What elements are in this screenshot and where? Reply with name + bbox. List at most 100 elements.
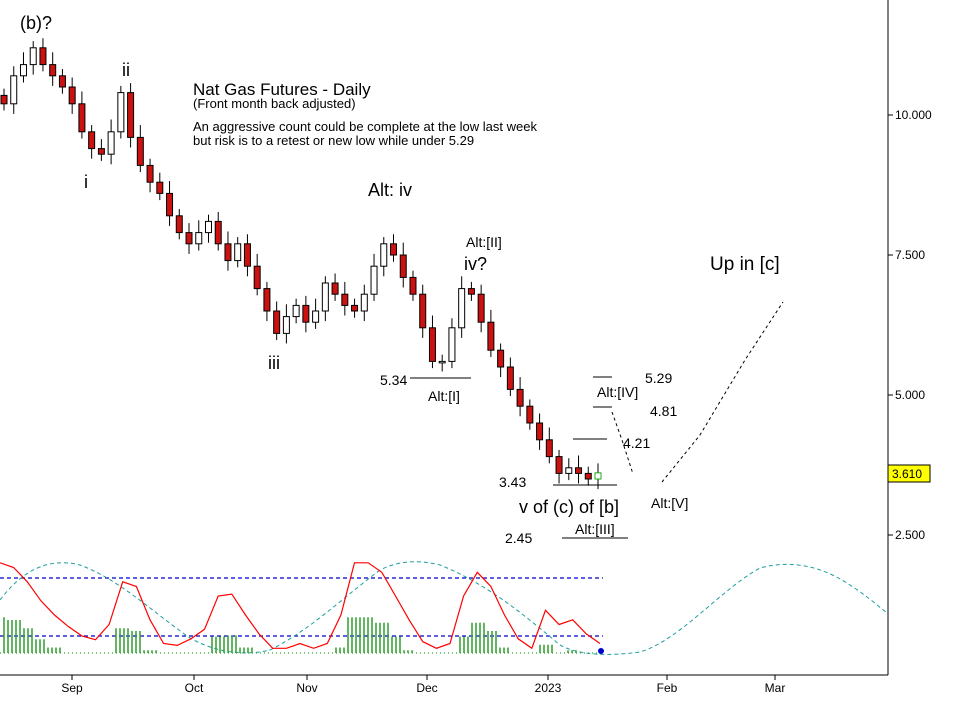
wave-label-b: (b)? [20,13,52,33]
wave-label-alt-ii: Alt:[II] [466,234,502,250]
level-label-245: 2.45 [505,530,532,546]
x-tick-label: Oct [185,681,204,695]
oscillator-last-point [598,648,604,654]
candle-body [68,86,76,105]
wave-label-v-of-c: v of (c) of [b] [519,497,619,517]
candle-body [19,64,27,77]
candle-body [146,164,154,183]
candle-body [136,136,144,166]
x-tick-label: Nov [296,681,317,695]
candle-body [594,472,602,480]
oscillator-histogram [3,617,577,653]
candle-body [97,148,105,155]
candle-body [419,293,427,329]
level-label-529: 5.29 [645,370,672,386]
candle-body [117,92,125,133]
candles [0,38,602,490]
candle-body [331,282,339,295]
candle-body [584,472,592,480]
candle-body [370,265,378,295]
candle-body [302,304,310,323]
candle-body [282,316,290,334]
candle-body [545,439,553,458]
candle-body [273,310,281,334]
candle-body [399,254,407,278]
candle-body [487,321,495,351]
y-tick-label: 7.500 [895,248,925,262]
candle-body [185,232,193,245]
x-tick-label: 2023 [535,681,562,695]
candle-body [467,288,475,295]
wave-label-alt-i: Alt:[I] [428,388,460,404]
candle-body [321,282,329,312]
candle-body [127,92,135,138]
chart-subtitle: (Front month back adjusted) [193,96,356,111]
chart-title: Nat Gas Futures - Daily [193,80,371,99]
oscillator-panel [0,561,887,655]
candle-body [516,388,524,407]
candle-body [341,293,349,306]
candle-body [49,64,57,77]
wave-label-iii: iii [268,353,280,373]
y-axis-ticks: 10.000 7.500 5.000 2.500 [888,108,932,542]
candle-body [224,243,232,262]
oscillator-cycle-line [0,561,887,655]
candle-body [253,265,261,290]
candle-body [0,94,8,105]
candle-body [195,232,203,245]
candle-body [312,310,320,323]
x-axis-ticks: Sep Oct Nov Dec 2023 Feb Mar [61,675,785,695]
candle-body [477,293,485,323]
candle-body [536,422,544,441]
candle-body [448,327,456,362]
level-label-421: 4.21 [623,435,650,451]
y-tick-label: 10.000 [895,108,932,122]
candle-body [292,304,300,318]
level-label-481: 4.81 [650,403,677,419]
candle-body [10,75,18,105]
candle-body [497,349,505,368]
candle-body [263,288,271,312]
candle-body [390,243,398,256]
candle-body [360,293,368,312]
level-label-534: 5.34 [380,372,407,388]
candle-body [88,131,96,150]
candle-body [380,243,388,267]
wave-label-up-in-c: Up in [c] [710,254,780,275]
last-price-value: 3.610 [892,467,922,481]
candle-body [428,327,436,362]
candle-body [156,181,164,194]
candle-body [565,467,573,474]
candle-body [243,243,251,267]
candle-body [409,276,417,295]
wave-label-alt-v: Alt:[V] [651,495,688,511]
chart-note-line-2: but risk is to a retest or new low while… [193,133,474,148]
projection-up-path [661,301,784,483]
candle-body [526,405,534,424]
x-tick-label: Feb [657,681,678,695]
candle-body [438,360,446,364]
y-tick-label: 5.000 [895,388,925,402]
x-tick-label: Dec [416,681,437,695]
oscillator-red-line [0,562,601,650]
x-tick-label: Mar [765,681,786,695]
chart-note-line-1: An aggressive count could be complete at… [193,119,537,134]
candle-body [555,456,563,474]
candle-body [204,220,212,234]
level-label-343: 3.43 [499,474,526,490]
candle-body [166,192,174,217]
candle-body [234,243,242,262]
wave-label-alt-iv: Alt: iv [368,180,412,200]
candle-body [39,47,47,66]
candle-body [107,131,115,155]
wave-label-alt-iv-bracket: Alt:[IV] [597,384,638,400]
candle-body [78,103,86,133]
y-tick-label: 2.500 [895,528,925,542]
candle-body [214,220,222,245]
candle-body [458,288,466,329]
candle-body [175,215,183,234]
candle-body [506,366,514,390]
wave-label-i: i [84,172,88,192]
candle-body [29,47,37,66]
